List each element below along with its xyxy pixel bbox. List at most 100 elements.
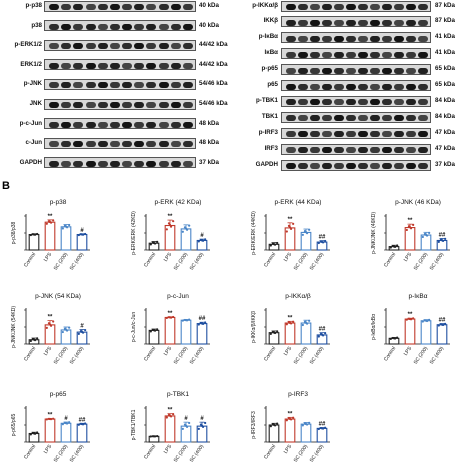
blot-band (346, 19, 356, 26)
blot-band (370, 131, 380, 138)
data-point (412, 223, 415, 226)
bar (284, 418, 296, 443)
bar (164, 415, 176, 443)
x-tick-label: LPS (43, 443, 54, 455)
blot-band (73, 23, 84, 30)
blot-band (370, 19, 380, 26)
x-tick-label: Control (383, 252, 397, 269)
blot-kda: 65 kDa (435, 65, 455, 73)
data-point (289, 227, 293, 231)
blot-band (158, 23, 169, 30)
blot-band (85, 82, 96, 89)
blot-band (418, 115, 428, 122)
data-point (292, 416, 295, 419)
bar (180, 319, 192, 345)
blot-band (286, 83, 296, 90)
data-point (324, 426, 327, 429)
chart-title: p-JNK (46 KDa) (395, 199, 441, 206)
blot-band (170, 160, 181, 167)
data-point (64, 328, 68, 331)
data-point (408, 317, 412, 321)
data-point (444, 322, 447, 325)
data-point (156, 240, 159, 243)
x-tick-label: SC (200) (413, 345, 430, 365)
blot-band (310, 19, 320, 26)
blot-band (406, 19, 416, 26)
blot-band (370, 35, 380, 42)
blot-band (310, 51, 320, 58)
blot-band (310, 163, 320, 169)
blot-kda: 48 kDa (199, 119, 219, 127)
blot-band (334, 131, 344, 138)
blot-strip (281, 64, 431, 76)
data-point (152, 241, 156, 245)
data-point (320, 240, 324, 244)
x-tick-label: LPS (283, 443, 294, 455)
data-point (84, 328, 87, 332)
blot-band (109, 23, 120, 30)
blot-band (310, 4, 320, 10)
blot-kda: 41 kDa (435, 49, 455, 57)
data-point (184, 319, 188, 322)
data-point (405, 318, 408, 321)
blot-band (334, 147, 344, 154)
data-point (200, 322, 204, 325)
blot-band (394, 131, 404, 138)
y-axis-label: p-IRF3/IRF3 (251, 411, 257, 439)
blot-band (97, 43, 108, 50)
data-point (152, 329, 156, 332)
data-point (64, 422, 68, 425)
significance-marker: ** (48, 315, 53, 321)
significance-marker: # (64, 416, 68, 422)
data-point (396, 244, 399, 247)
x-tick-label: SC (400) (429, 345, 446, 365)
blot-band (134, 102, 145, 108)
blot-strip (281, 143, 431, 155)
data-point (165, 416, 168, 419)
blot-band (97, 121, 108, 128)
blot-band (394, 99, 404, 106)
significance-marker: ## (319, 235, 326, 241)
blot-band (134, 160, 145, 167)
blot-band (346, 99, 356, 106)
data-point (301, 233, 304, 236)
blot-band (298, 163, 308, 169)
blot-band (358, 99, 368, 106)
blot-band (334, 67, 344, 74)
data-point (77, 233, 80, 237)
bar (44, 221, 56, 251)
data-point (269, 332, 272, 335)
data-point (181, 427, 184, 431)
blot-band (346, 147, 356, 154)
blot-strip (281, 111, 431, 123)
blot-band (358, 83, 368, 90)
data-point (276, 241, 279, 245)
data-point (188, 224, 191, 227)
blot-band (394, 4, 404, 10)
blot-label: p38 (31, 21, 42, 29)
blot-label: p-p38 (25, 2, 42, 9)
x-tick-label: SC (200) (53, 345, 70, 365)
data-point (324, 239, 327, 243)
blot-band (85, 4, 96, 10)
blot-label: IRF3 (264, 144, 278, 152)
blot-kda: 41 kDa (435, 33, 455, 41)
data-point (424, 233, 428, 236)
data-point (167, 222, 171, 225)
blot-band (49, 43, 60, 50)
x-tick-label: SC (200) (173, 251, 190, 271)
blot-band (286, 115, 296, 122)
blot-band (286, 163, 296, 169)
data-point (405, 228, 408, 232)
blot-band (298, 83, 308, 90)
blot-band (182, 43, 193, 50)
blot-band (170, 4, 181, 10)
data-point (421, 235, 424, 239)
bar (76, 233, 88, 251)
x-tick-label: LPS (403, 251, 414, 263)
blot-band (170, 62, 181, 69)
data-point (301, 323, 304, 327)
blot-band (382, 4, 392, 10)
chart-title: p-c-Jun (167, 293, 189, 300)
blot-label: TBK1 (261, 112, 278, 120)
